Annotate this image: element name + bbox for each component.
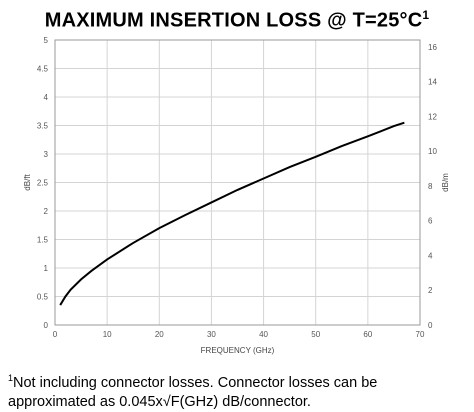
y-tick-label: 1 — [44, 264, 49, 273]
y-tick-label: 4 — [44, 93, 49, 102]
x-tick-label: 40 — [259, 330, 268, 339]
x-tick-label: 70 — [416, 330, 425, 339]
y-tick-label: 2 — [44, 207, 49, 216]
y-axis-label-left: dB/ft — [23, 173, 32, 190]
y-tick-label: 1.5 — [37, 236, 49, 245]
y2-tick-label: 0 — [428, 321, 433, 330]
y-tick-label: 5 — [44, 36, 49, 45]
y2-tick-label: 16 — [428, 43, 437, 52]
footnote-line-1: 1Not including connector losses. Connect… — [8, 369, 470, 393]
footnote-mark: 1 — [8, 373, 14, 383]
chart-title-text: MAXIMUM INSERTION LOSS @ T=25°C — [44, 9, 423, 32]
y2-tick-label: 6 — [428, 217, 433, 226]
y2-tick-label: 8 — [428, 182, 433, 191]
x-tick-label: 10 — [103, 330, 112, 339]
y-tick-label: 3 — [44, 150, 49, 159]
y-tick-label: 0 — [44, 321, 49, 330]
y-tick-label: 4.5 — [37, 65, 49, 74]
y2-tick-label: 12 — [428, 112, 437, 121]
x-tick-label: 60 — [363, 330, 372, 339]
y-tick-label: 0.5 — [37, 293, 49, 302]
y2-tick-label: 4 — [428, 251, 433, 260]
chart-gridlines — [55, 40, 420, 325]
y-axis-label-right: dB/m — [441, 173, 450, 192]
y-tick-label: 3.5 — [37, 122, 49, 131]
chart-tick-labels: 0 10 20 30 40 50 60 7000.511.522.533.544.550246… — [37, 36, 438, 339]
y-tick-label: 2.5 — [37, 179, 49, 188]
footnote-text-1: Not including connector losses. Connecto… — [13, 374, 378, 391]
y2-tick-label: 14 — [428, 78, 437, 87]
x-axis-label: FREQUENCY (GHz) — [201, 346, 275, 355]
footnote-line-2: approximated as 0.045x√F(GHz) dB/connect… — [8, 393, 311, 410]
x-tick-label: 0 — [53, 330, 58, 339]
chart-title: MAXIMUM INSERTION LOSS @ T=25°C1 — [0, 8, 474, 33]
footnote: 1Not including connector losses. Connect… — [8, 369, 470, 412]
insertion-loss-curve — [59, 121, 405, 306]
plot-area-frame — [54, 39, 421, 326]
title-footnote-mark: 1 — [422, 8, 430, 22]
y2-tick-label: 10 — [428, 147, 437, 156]
y2-tick-label: 2 — [428, 286, 433, 295]
x-tick-label: 20 — [155, 330, 164, 339]
x-tick-label: 50 — [311, 330, 320, 339]
x-tick-label: 30 — [207, 330, 216, 339]
